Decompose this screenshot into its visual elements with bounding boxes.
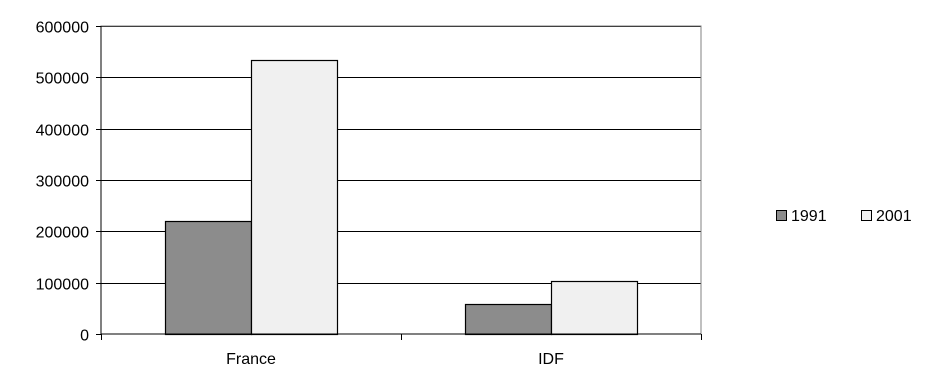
- y-tick-label: 100000: [36, 277, 89, 294]
- bar-idf-2001: [552, 282, 638, 335]
- legend-label-2001: 2001: [876, 208, 912, 225]
- x-category-label: France: [226, 351, 276, 368]
- y-tick-label: 300000: [36, 174, 89, 191]
- y-ticks: 0 100000 200000 300000 400000 500000 600000: [36, 20, 101, 345]
- legend-label-1991: 1991: [791, 208, 827, 225]
- legend-swatch-2001: [862, 211, 872, 221]
- bar-idf-1991: [466, 305, 552, 335]
- bar-france-2001: [252, 61, 338, 335]
- bars: [166, 61, 638, 335]
- x-category-label: IDF: [538, 351, 564, 368]
- y-tick-label: 400000: [36, 123, 89, 140]
- y-tick-label: 600000: [36, 20, 89, 37]
- y-tick-label: 500000: [36, 71, 89, 88]
- legend-swatch-1991: [777, 211, 787, 221]
- x-ticks: France IDF: [102, 334, 702, 368]
- y-tick-label: 0: [80, 328, 89, 345]
- y-tick-label: 200000: [36, 225, 89, 242]
- legend: 1991 2001: [777, 208, 912, 225]
- bar-france-1991: [166, 222, 252, 335]
